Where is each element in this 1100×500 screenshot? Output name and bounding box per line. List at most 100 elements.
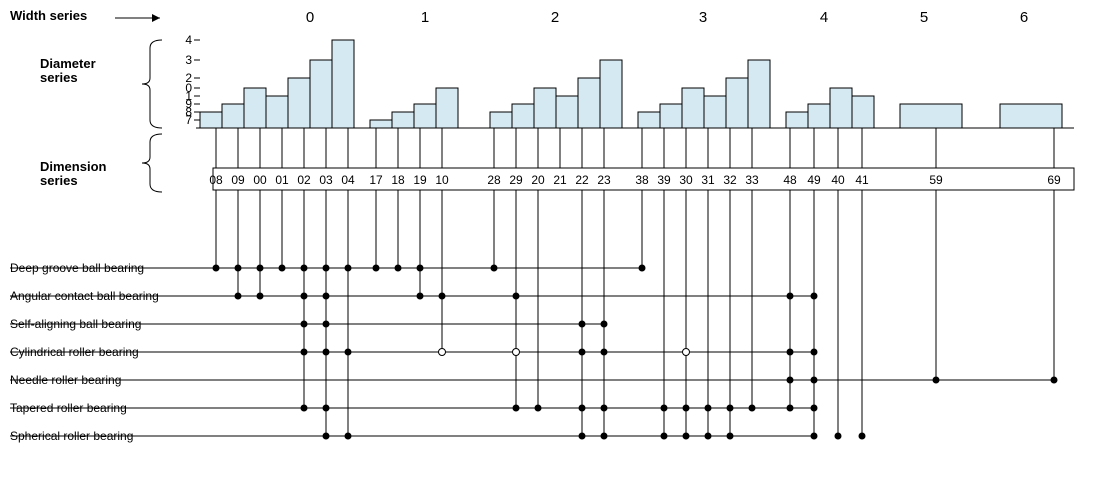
svg-text:Diameterseries: Diameterseries [40, 56, 96, 85]
bar-38 [638, 112, 660, 128]
bar-18 [392, 112, 414, 128]
svg-text:10: 10 [435, 173, 449, 187]
svg-text:22: 22 [575, 173, 589, 187]
svg-text:18: 18 [391, 173, 405, 187]
bar-49 [808, 104, 830, 128]
svg-text:49: 49 [807, 173, 821, 187]
svg-text:03: 03 [319, 173, 333, 187]
svg-text:3: 3 [699, 9, 707, 26]
bar-31 [704, 96, 726, 128]
svg-text:41: 41 [855, 173, 869, 187]
dot-03 [323, 293, 330, 300]
svg-text:1: 1 [421, 9, 429, 26]
dot-33 [749, 405, 756, 412]
bar-59 [900, 104, 962, 128]
svg-text:04: 04 [341, 173, 355, 187]
dot-03 [323, 433, 330, 440]
dot-32 [727, 433, 734, 440]
dot-03 [323, 265, 330, 272]
dot-02 [301, 349, 308, 356]
dot-39 [661, 405, 668, 412]
dot-22 [579, 433, 586, 440]
bar-21 [556, 96, 578, 128]
svg-text:3: 3 [185, 53, 192, 67]
svg-text:01: 01 [275, 173, 289, 187]
svg-text:29: 29 [509, 173, 523, 187]
dot-02 [301, 405, 308, 412]
dot-32 [727, 405, 734, 412]
dot-69 [1051, 377, 1058, 384]
bar-00 [244, 88, 266, 128]
svg-text:38: 38 [635, 173, 649, 187]
dot-23 [601, 433, 608, 440]
svg-text:17: 17 [369, 173, 383, 187]
bar-23 [600, 60, 622, 128]
svg-text:28: 28 [487, 173, 501, 187]
svg-text:Width series: Width series [10, 8, 87, 23]
svg-text:69: 69 [1047, 173, 1061, 187]
bar-69 [1000, 104, 1062, 128]
bar-17 [370, 120, 392, 128]
dot-49 [811, 433, 818, 440]
dot-41 [859, 433, 866, 440]
svg-text:31: 31 [701, 173, 715, 187]
dot-02 [301, 293, 308, 300]
dot-08 [213, 265, 220, 272]
bar-02 [288, 78, 310, 128]
dot-20 [535, 405, 542, 412]
dot-23 [601, 405, 608, 412]
dot-49 [811, 377, 818, 384]
svg-text:21: 21 [553, 173, 567, 187]
dot-03 [323, 321, 330, 328]
dot-03 [323, 349, 330, 356]
svg-text:2: 2 [551, 9, 559, 26]
bar-48 [786, 112, 808, 128]
bar-40 [830, 88, 852, 128]
dot-white-30 [683, 349, 690, 356]
svg-text:39: 39 [657, 173, 671, 187]
svg-text:30: 30 [679, 173, 693, 187]
svg-text:4: 4 [185, 33, 192, 47]
dot-04 [345, 433, 352, 440]
svg-text:48: 48 [783, 173, 797, 187]
dot-09 [235, 293, 242, 300]
dot-10 [439, 293, 446, 300]
dot-04 [345, 349, 352, 356]
dot-31 [705, 433, 712, 440]
bar-09 [222, 104, 244, 128]
dot-03 [323, 405, 330, 412]
dot-22 [579, 321, 586, 328]
svg-text:7: 7 [185, 113, 192, 127]
svg-text:59: 59 [929, 173, 943, 187]
bar-10 [436, 88, 458, 128]
svg-text:32: 32 [723, 173, 737, 187]
svg-text:6: 6 [1020, 9, 1028, 26]
bearing-series-diagram: Width series0123456Diameterseries4320198… [0, 0, 1100, 500]
bar-01 [266, 96, 288, 128]
dot-22 [579, 405, 586, 412]
bar-08 [200, 112, 222, 128]
dot-white-29 [513, 349, 520, 356]
dot-29 [513, 405, 520, 412]
dot-48 [787, 293, 794, 300]
dot-48 [787, 405, 794, 412]
dot-49 [811, 405, 818, 412]
dot-19 [417, 265, 424, 272]
dot-38 [639, 265, 646, 272]
dot-02 [301, 265, 308, 272]
dot-22 [579, 349, 586, 356]
dot-23 [601, 349, 608, 356]
dot-28 [491, 265, 498, 272]
dot-23 [601, 321, 608, 328]
svg-text:33: 33 [745, 173, 759, 187]
svg-text:5: 5 [920, 9, 928, 26]
dot-29 [513, 293, 520, 300]
dot-18 [395, 265, 402, 272]
svg-text:00: 00 [253, 173, 267, 187]
dot-01 [279, 265, 286, 272]
bar-20 [534, 88, 556, 128]
dot-17 [373, 265, 380, 272]
svg-text:09: 09 [231, 173, 245, 187]
svg-text:08: 08 [209, 173, 223, 187]
dot-00 [257, 293, 264, 300]
